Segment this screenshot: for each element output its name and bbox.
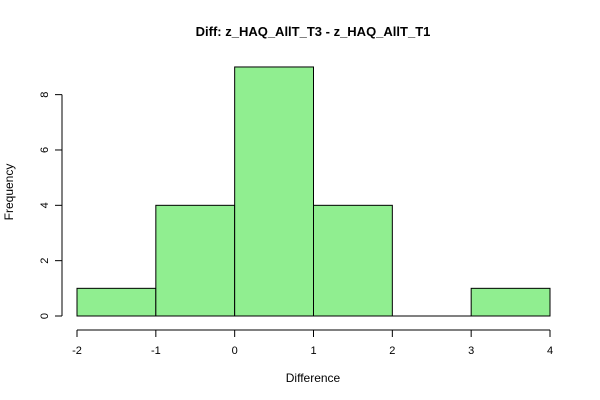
y-tick-label: 6 bbox=[39, 147, 51, 153]
bars-group bbox=[76, 66, 551, 317]
x-tick-label: -2 bbox=[72, 345, 82, 357]
x-tick-label: -1 bbox=[151, 345, 161, 357]
chart-title: Diff: z_HAQ_AllT_T3 - z_HAQ_AllT_T1 bbox=[196, 24, 431, 39]
y-axis: 0 2 4 6 8 bbox=[39, 92, 63, 319]
x-tick-label: 0 bbox=[232, 345, 238, 357]
histogram-bar bbox=[234, 66, 315, 317]
x-tick-label: 3 bbox=[468, 345, 474, 357]
x-tick-label: 4 bbox=[547, 345, 553, 357]
y-axis-label: Frequency bbox=[2, 164, 16, 221]
y-tick-label: 8 bbox=[39, 92, 51, 98]
x-axis: -2 -1 0 1 2 3 4 bbox=[72, 329, 553, 357]
x-tick-label: 1 bbox=[310, 345, 316, 357]
histogram-bar bbox=[155, 204, 236, 317]
x-axis-label: Difference bbox=[286, 371, 341, 385]
x-tick-label: 2 bbox=[389, 345, 395, 357]
y-tick-label: 0 bbox=[39, 313, 51, 319]
histogram-bar bbox=[470, 287, 551, 317]
y-tick-label: 4 bbox=[39, 202, 51, 208]
y-tick-label: 2 bbox=[39, 258, 51, 264]
histogram-bar bbox=[313, 204, 393, 317]
histogram-bar bbox=[76, 287, 157, 317]
